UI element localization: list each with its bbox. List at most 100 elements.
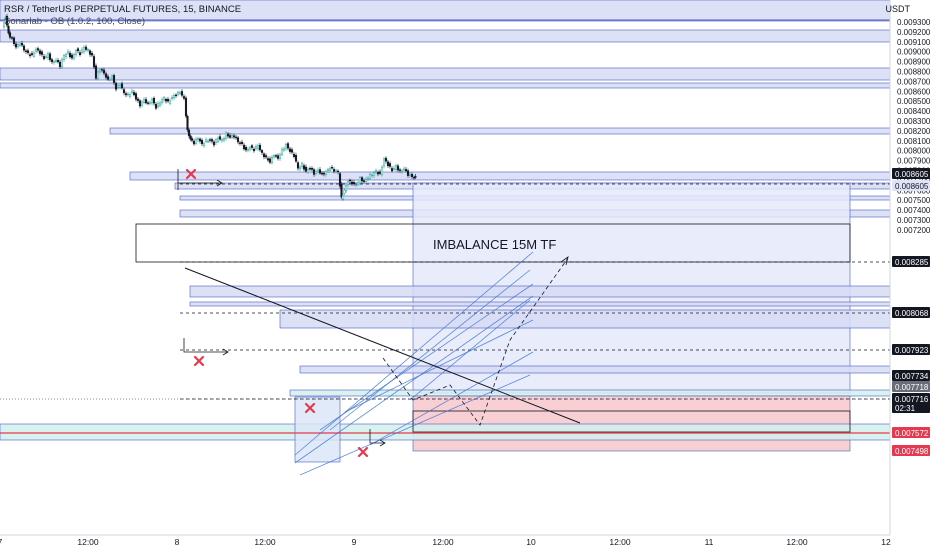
candle-body (318, 169, 322, 174)
order-block-zone (412, 395, 851, 452)
candle-body (282, 148, 286, 151)
candle-body (238, 142, 242, 144)
candle-body (118, 85, 122, 88)
candle-body (322, 173, 326, 175)
fib-channel-line (319, 283, 534, 431)
price-tick-label: 0.009300 (897, 18, 931, 27)
candle-body (274, 155, 278, 157)
candle-body (16, 44, 20, 47)
price-tick-label: 0.007300 (897, 216, 931, 225)
time-axis[interactable]: 7 12:00 8 12:00 9 12:00 10 12:00 11 12:00 12 (0, 534, 891, 547)
candle-body (314, 170, 318, 174)
candle-body (102, 69, 106, 74)
symbol-title: RSR / TetherUS PERPETUAL FUTURES, 15, BI… (4, 4, 242, 15)
candle-body (270, 156, 274, 164)
candle-body (158, 102, 162, 106)
arrowhead (216, 179, 223, 187)
candle-body (186, 115, 189, 131)
candle-body (336, 170, 340, 173)
candle-body (414, 176, 417, 178)
candle-body (112, 75, 116, 83)
candle-body (36, 48, 40, 51)
candle-body (390, 168, 394, 172)
candle-body (220, 139, 224, 141)
candle-body (358, 177, 362, 184)
candle-body (114, 83, 118, 90)
candle-body (100, 69, 104, 71)
order-block-zone (189, 285, 891, 298)
fib-channel-line (329, 269, 531, 431)
candle-body (142, 99, 146, 103)
price-label-text: 0.007498 (895, 447, 929, 456)
candle-body (258, 144, 262, 151)
candle-body (232, 135, 236, 138)
candle-body (398, 169, 402, 171)
candle-body (62, 55, 66, 60)
candle-body (298, 166, 302, 170)
candle-body (132, 92, 136, 96)
candle-body (328, 168, 332, 171)
price-tick-label: 0.008000 (897, 147, 931, 156)
candle-body (268, 158, 272, 163)
candle-body (130, 90, 134, 93)
candle-body (2, 20, 6, 28)
price-tick-label: 0.008600 (897, 87, 931, 96)
candle-body (264, 155, 268, 158)
candle-body (110, 75, 114, 80)
candle-body (330, 167, 334, 169)
time-tick-label: 12:00 (432, 537, 454, 547)
candle-body (320, 172, 324, 175)
candle-body (276, 155, 280, 159)
price-label-text: 0.008605 (895, 182, 929, 191)
candle-body (120, 83, 124, 89)
candle-body (400, 170, 404, 172)
price-label-tag (892, 381, 930, 392)
candle-body (168, 100, 172, 104)
time-tick-label: 12:00 (786, 537, 808, 547)
price-label-text: 0.007716 (895, 395, 929, 404)
candle-body (310, 167, 314, 170)
order-block-zone (0, 29, 891, 43)
candle-body (170, 97, 174, 99)
candle-body (96, 71, 100, 79)
candle-body (338, 173, 342, 187)
candle-body (156, 103, 160, 108)
candle-body (316, 169, 320, 173)
zones-layer (0, 0, 891, 463)
candle-body (244, 147, 248, 151)
price-tick-label: 0.007200 (897, 226, 931, 235)
candle-body (308, 168, 312, 170)
candle-body (26, 50, 30, 53)
price-tick-label: 0.008400 (897, 107, 931, 116)
candle-body (344, 184, 348, 192)
order-block-zone (0, 82, 891, 89)
candle-body (148, 102, 152, 104)
candle-body (302, 165, 306, 170)
price-label-text: 0.008068 (895, 309, 929, 318)
price-label-tag (892, 402, 930, 413)
price-label-text: 0.008285 (895, 258, 929, 267)
candle-body (82, 47, 86, 53)
order-block-zone (0, 67, 891, 81)
candle-body (52, 61, 56, 63)
price-axis[interactable]: 0.0093000.0092000.0091000.0090000.008900… (889, 0, 932, 550)
candle-body (192, 140, 196, 145)
candle-body (388, 163, 392, 167)
candle-body (80, 49, 84, 53)
time-tick-label: 12 (881, 537, 891, 547)
fib-channel-line (409, 299, 531, 401)
price-label-tag (892, 307, 930, 318)
candle-body (8, 32, 12, 38)
candle-body (368, 174, 372, 179)
candle-body (74, 50, 78, 55)
candle-body (226, 133, 230, 137)
price-label-text: 0.007734 (895, 372, 929, 381)
candle-body (278, 154, 282, 159)
candle-body (124, 93, 128, 96)
price-tick-label: 0.008700 (897, 77, 931, 86)
candle-body (296, 162, 300, 169)
candle-body (372, 172, 376, 176)
candle-body (286, 143, 290, 149)
